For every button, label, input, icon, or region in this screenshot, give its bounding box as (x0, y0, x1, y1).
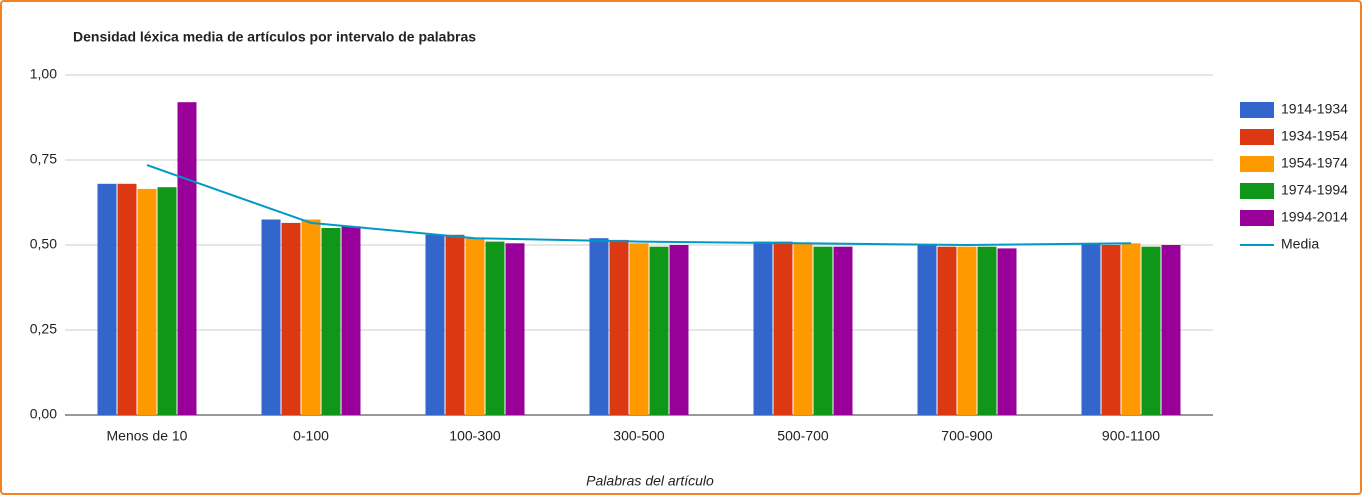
y-tick-label: 0,00 (30, 406, 57, 422)
bar (669, 245, 689, 415)
bar (977, 246, 997, 415)
x-tick-label: 0-100 (293, 428, 329, 444)
legend-swatch (1240, 102, 1274, 118)
bar (917, 245, 937, 415)
bar (341, 226, 361, 415)
chart-title: Densidad léxica media de artículos por i… (73, 29, 476, 45)
legend-label: 1934-1954 (1281, 128, 1348, 144)
bar (609, 239, 629, 415)
x-tick-label: 900-1100 (1102, 428, 1160, 444)
bar (1081, 243, 1101, 415)
x-tick-label: Menos de 10 (107, 428, 188, 444)
bar (1161, 245, 1181, 415)
bar (589, 238, 609, 415)
bar (813, 246, 833, 415)
bar (425, 234, 445, 415)
bar (957, 246, 977, 415)
bar (1121, 243, 1141, 415)
bar (629, 243, 649, 415)
bar (753, 241, 773, 415)
bar (177, 102, 197, 415)
bar (1101, 245, 1121, 415)
bar (833, 246, 853, 415)
bar (157, 187, 177, 415)
mean-line (146, 164, 1132, 247)
bar (773, 241, 793, 415)
bar (261, 219, 281, 415)
bar (465, 238, 485, 415)
bar (117, 183, 137, 415)
x-tick-label: 100-300 (449, 428, 501, 444)
legend-label: 1974-1994 (1281, 182, 1348, 198)
legend-label: 1954-1974 (1281, 155, 1348, 171)
bar (281, 222, 301, 415)
bar (937, 246, 957, 415)
legend-label: Media (1281, 236, 1319, 252)
legend-swatch (1240, 156, 1274, 172)
legend-label: 1914-1934 (1281, 101, 1348, 117)
bar (485, 241, 505, 415)
bar (505, 243, 525, 415)
bar (445, 234, 465, 415)
y-tick-label: 0,75 (30, 151, 57, 167)
bar (997, 248, 1017, 415)
y-tick-label: 1,00 (30, 66, 57, 82)
legend-swatch (1240, 210, 1274, 226)
legend-swatch (1240, 183, 1274, 199)
y-tick-label: 0,50 (30, 236, 57, 252)
bar (793, 243, 813, 415)
x-tick-label: 300-500 (613, 428, 665, 444)
bar (137, 188, 157, 415)
y-tick-label: 0,25 (30, 321, 57, 337)
x-tick-label: 700-900 (941, 428, 993, 444)
bar (97, 183, 117, 415)
bar (301, 219, 321, 415)
bar (1141, 246, 1161, 415)
x-tick-label: 500-700 (777, 428, 829, 444)
legend-swatch (1240, 129, 1274, 145)
x-axis-label: Palabras del artículo (586, 473, 714, 489)
legend-label: 1994-2014 (1281, 209, 1348, 225)
bar (321, 228, 341, 415)
bar (649, 246, 669, 415)
